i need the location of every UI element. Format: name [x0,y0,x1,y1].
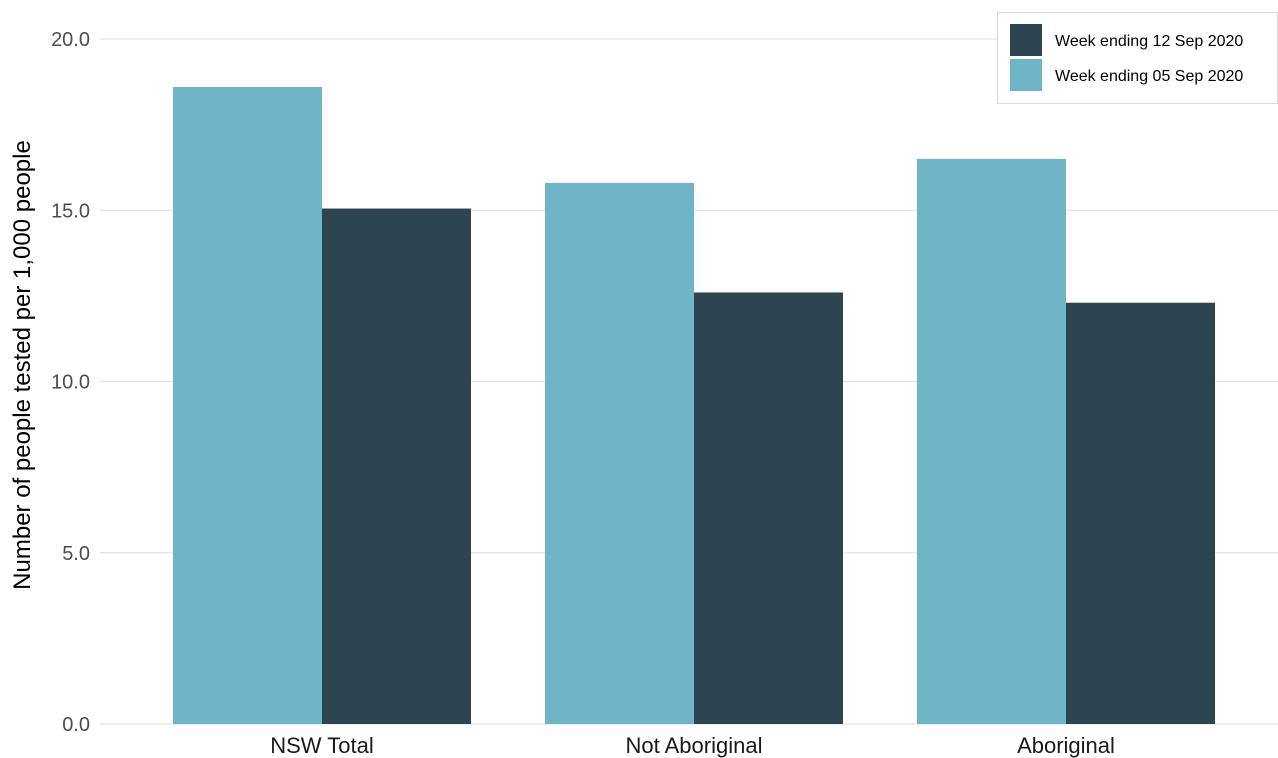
bars [173,86,1215,725]
legend-box [997,12,1278,104]
bar-aboriginal-series-1 [1066,302,1215,724]
bar-not-aboriginal-series-0 [545,182,694,725]
y-axis-ticks: 0.0 5.0 10.0 15.0 20.0 [51,29,90,736]
y-tick-label: 20.0 [51,29,90,51]
bar-nsw-total-series-0 [173,86,322,724]
x-tick-label: Aboriginal [1017,733,1115,758]
y-tick-label: 5.0 [62,543,90,565]
bar-not-aboriginal-series-1 [694,292,843,724]
y-tick-label: 15.0 [51,200,90,222]
x-tick-label: NSW Total [270,733,374,758]
bar-nsw-total-series-1 [322,208,471,725]
y-axis-title: Number of people tested per 1,000 people [9,140,36,590]
legend-swatch [1010,24,1042,56]
legend-label: Week ending 05 Sep 2020 [1055,68,1243,85]
bar-aboriginal-series-0 [917,158,1066,724]
x-axis-ticks: NSW Total Not Aboriginal Aboriginal [270,733,1115,758]
x-tick-label: Not Aboriginal [626,733,763,758]
legend: Week ending 12 Sep 2020 Week ending 05 Se… [997,12,1278,104]
y-tick-label: 10.0 [51,372,90,394]
legend-label: Week ending 12 Sep 2020 [1055,33,1243,50]
legend-swatch [1010,59,1042,91]
y-tick-label: 0.0 [62,714,90,736]
